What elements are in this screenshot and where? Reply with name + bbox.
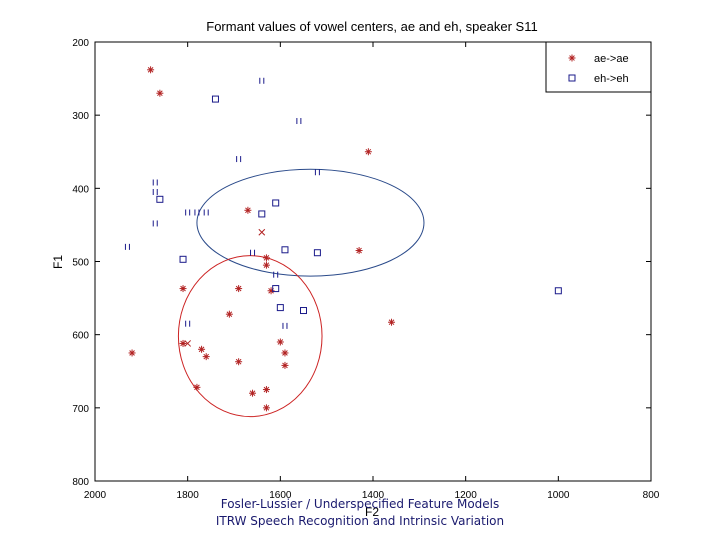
y-tick-label: 600 <box>72 331 89 342</box>
data-point-square <box>281 246 289 254</box>
data-point-star <box>388 318 396 326</box>
data-point-star <box>262 404 270 412</box>
data-point-star <box>364 148 372 156</box>
data-point-square <box>554 287 562 295</box>
y-tick-label: 500 <box>72 258 89 269</box>
data-point-bars <box>282 322 288 329</box>
plot-frame <box>94 41 652 482</box>
axes: 2000 1800 1600 1400 1200 1000 800 200 300 400 500 6… <box>72 38 659 501</box>
cluster-ellipse <box>177 255 323 418</box>
cluster-ellipse <box>196 168 425 277</box>
ellipses <box>177 168 425 418</box>
data-point-star <box>128 349 136 357</box>
legend-entry-label: ae->ae <box>594 53 629 65</box>
data-point-bars <box>203 209 209 216</box>
data-point-x <box>258 228 266 236</box>
data-point-x <box>184 340 192 347</box>
x-tick-label: 1200 <box>455 490 478 501</box>
data-point-bars <box>194 209 200 216</box>
x-tick-label: 1000 <box>547 490 570 501</box>
data-point-square <box>179 255 187 263</box>
data-point-star <box>156 89 164 97</box>
data-point-star <box>147 66 155 74</box>
data-point-square <box>272 199 280 207</box>
legend-star-icon <box>568 54 576 62</box>
x-tick-label: 800 <box>643 490 660 501</box>
data-point-square <box>276 304 284 312</box>
y-tick-label: 800 <box>72 477 89 488</box>
data-point-bars <box>250 249 256 256</box>
data-point-star <box>202 353 210 361</box>
data-point-square <box>156 195 164 203</box>
y-tick-label: 200 <box>72 38 89 49</box>
data-marks <box>124 66 562 412</box>
data-point-bars <box>314 169 320 176</box>
data-point-bars <box>152 220 158 227</box>
legend-entry-label: eh->eh <box>594 73 629 85</box>
y-axis-label: F1 <box>51 255 65 269</box>
legend: ae->ae eh->eh <box>545 41 652 93</box>
y-tick-label: 700 <box>72 404 89 415</box>
data-point-star <box>262 261 270 269</box>
data-point-bars <box>152 188 158 195</box>
data-point-square <box>211 95 219 103</box>
data-point-star <box>244 206 252 214</box>
x-axis-label: F2 <box>365 505 379 519</box>
data-point-star <box>262 386 270 394</box>
data-point-square <box>300 307 307 315</box>
data-point-star <box>179 339 187 347</box>
data-point-star <box>281 349 289 357</box>
data-point-bars <box>236 156 242 163</box>
data-point-star <box>281 361 289 369</box>
data-point-bars <box>124 243 130 250</box>
data-point-star <box>235 285 243 293</box>
x-tick-label: 2000 <box>84 490 107 501</box>
data-point-star <box>179 285 187 293</box>
data-point-star <box>225 310 233 318</box>
chart-title: Formant values of vowel centers, ae and … <box>206 19 537 34</box>
data-point-square <box>313 249 321 257</box>
data-point-bars <box>273 271 279 278</box>
data-point-square <box>272 285 280 293</box>
data-point-bars <box>152 179 158 186</box>
data-point-star <box>355 247 363 255</box>
data-point-bars <box>185 320 191 327</box>
data-point-bars <box>185 209 191 216</box>
x-tick-label: 1400 <box>362 490 385 501</box>
x-tick-label: 1800 <box>177 490 200 501</box>
legend-square-icon <box>568 74 576 82</box>
data-point-bars <box>259 77 265 84</box>
data-point-star <box>198 345 206 353</box>
data-point-star <box>249 389 257 397</box>
data-point-star <box>193 383 201 391</box>
legend-box <box>545 41 652 93</box>
y-tick-label: 300 <box>72 111 89 122</box>
y-tick-label: 400 <box>72 184 89 195</box>
data-point-star <box>262 254 270 262</box>
data-point-star <box>235 358 243 366</box>
data-point-star <box>267 287 275 295</box>
x-tick-label: 1600 <box>269 490 292 501</box>
data-point-bars <box>296 118 302 125</box>
footer-workshop-line: ITRW Speech Recognition and Intrinsic Va… <box>215 514 505 528</box>
data-point-square <box>258 210 266 218</box>
data-point-star <box>276 338 284 346</box>
footer-author-line: Fosler-Lussier / Underspecified Feature … <box>220 497 500 511</box>
